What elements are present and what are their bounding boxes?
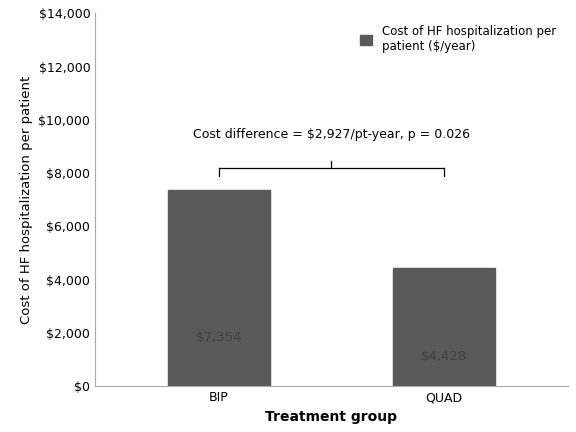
- Text: $4,428: $4,428: [421, 350, 467, 363]
- Y-axis label: Cost of HF hospitalization per patient: Cost of HF hospitalization per patient: [20, 76, 33, 324]
- X-axis label: Treatment group: Treatment group: [266, 410, 397, 424]
- Legend: Cost of HF hospitalization per
patient ($/year): Cost of HF hospitalization per patient (…: [354, 19, 562, 59]
- Bar: [168, 191, 270, 386]
- Bar: [393, 268, 495, 386]
- Text: $7,354: $7,354: [196, 331, 242, 344]
- Text: Cost difference = $2,927/pt-year, p = 0.026: Cost difference = $2,927/pt-year, p = 0.…: [193, 128, 470, 141]
